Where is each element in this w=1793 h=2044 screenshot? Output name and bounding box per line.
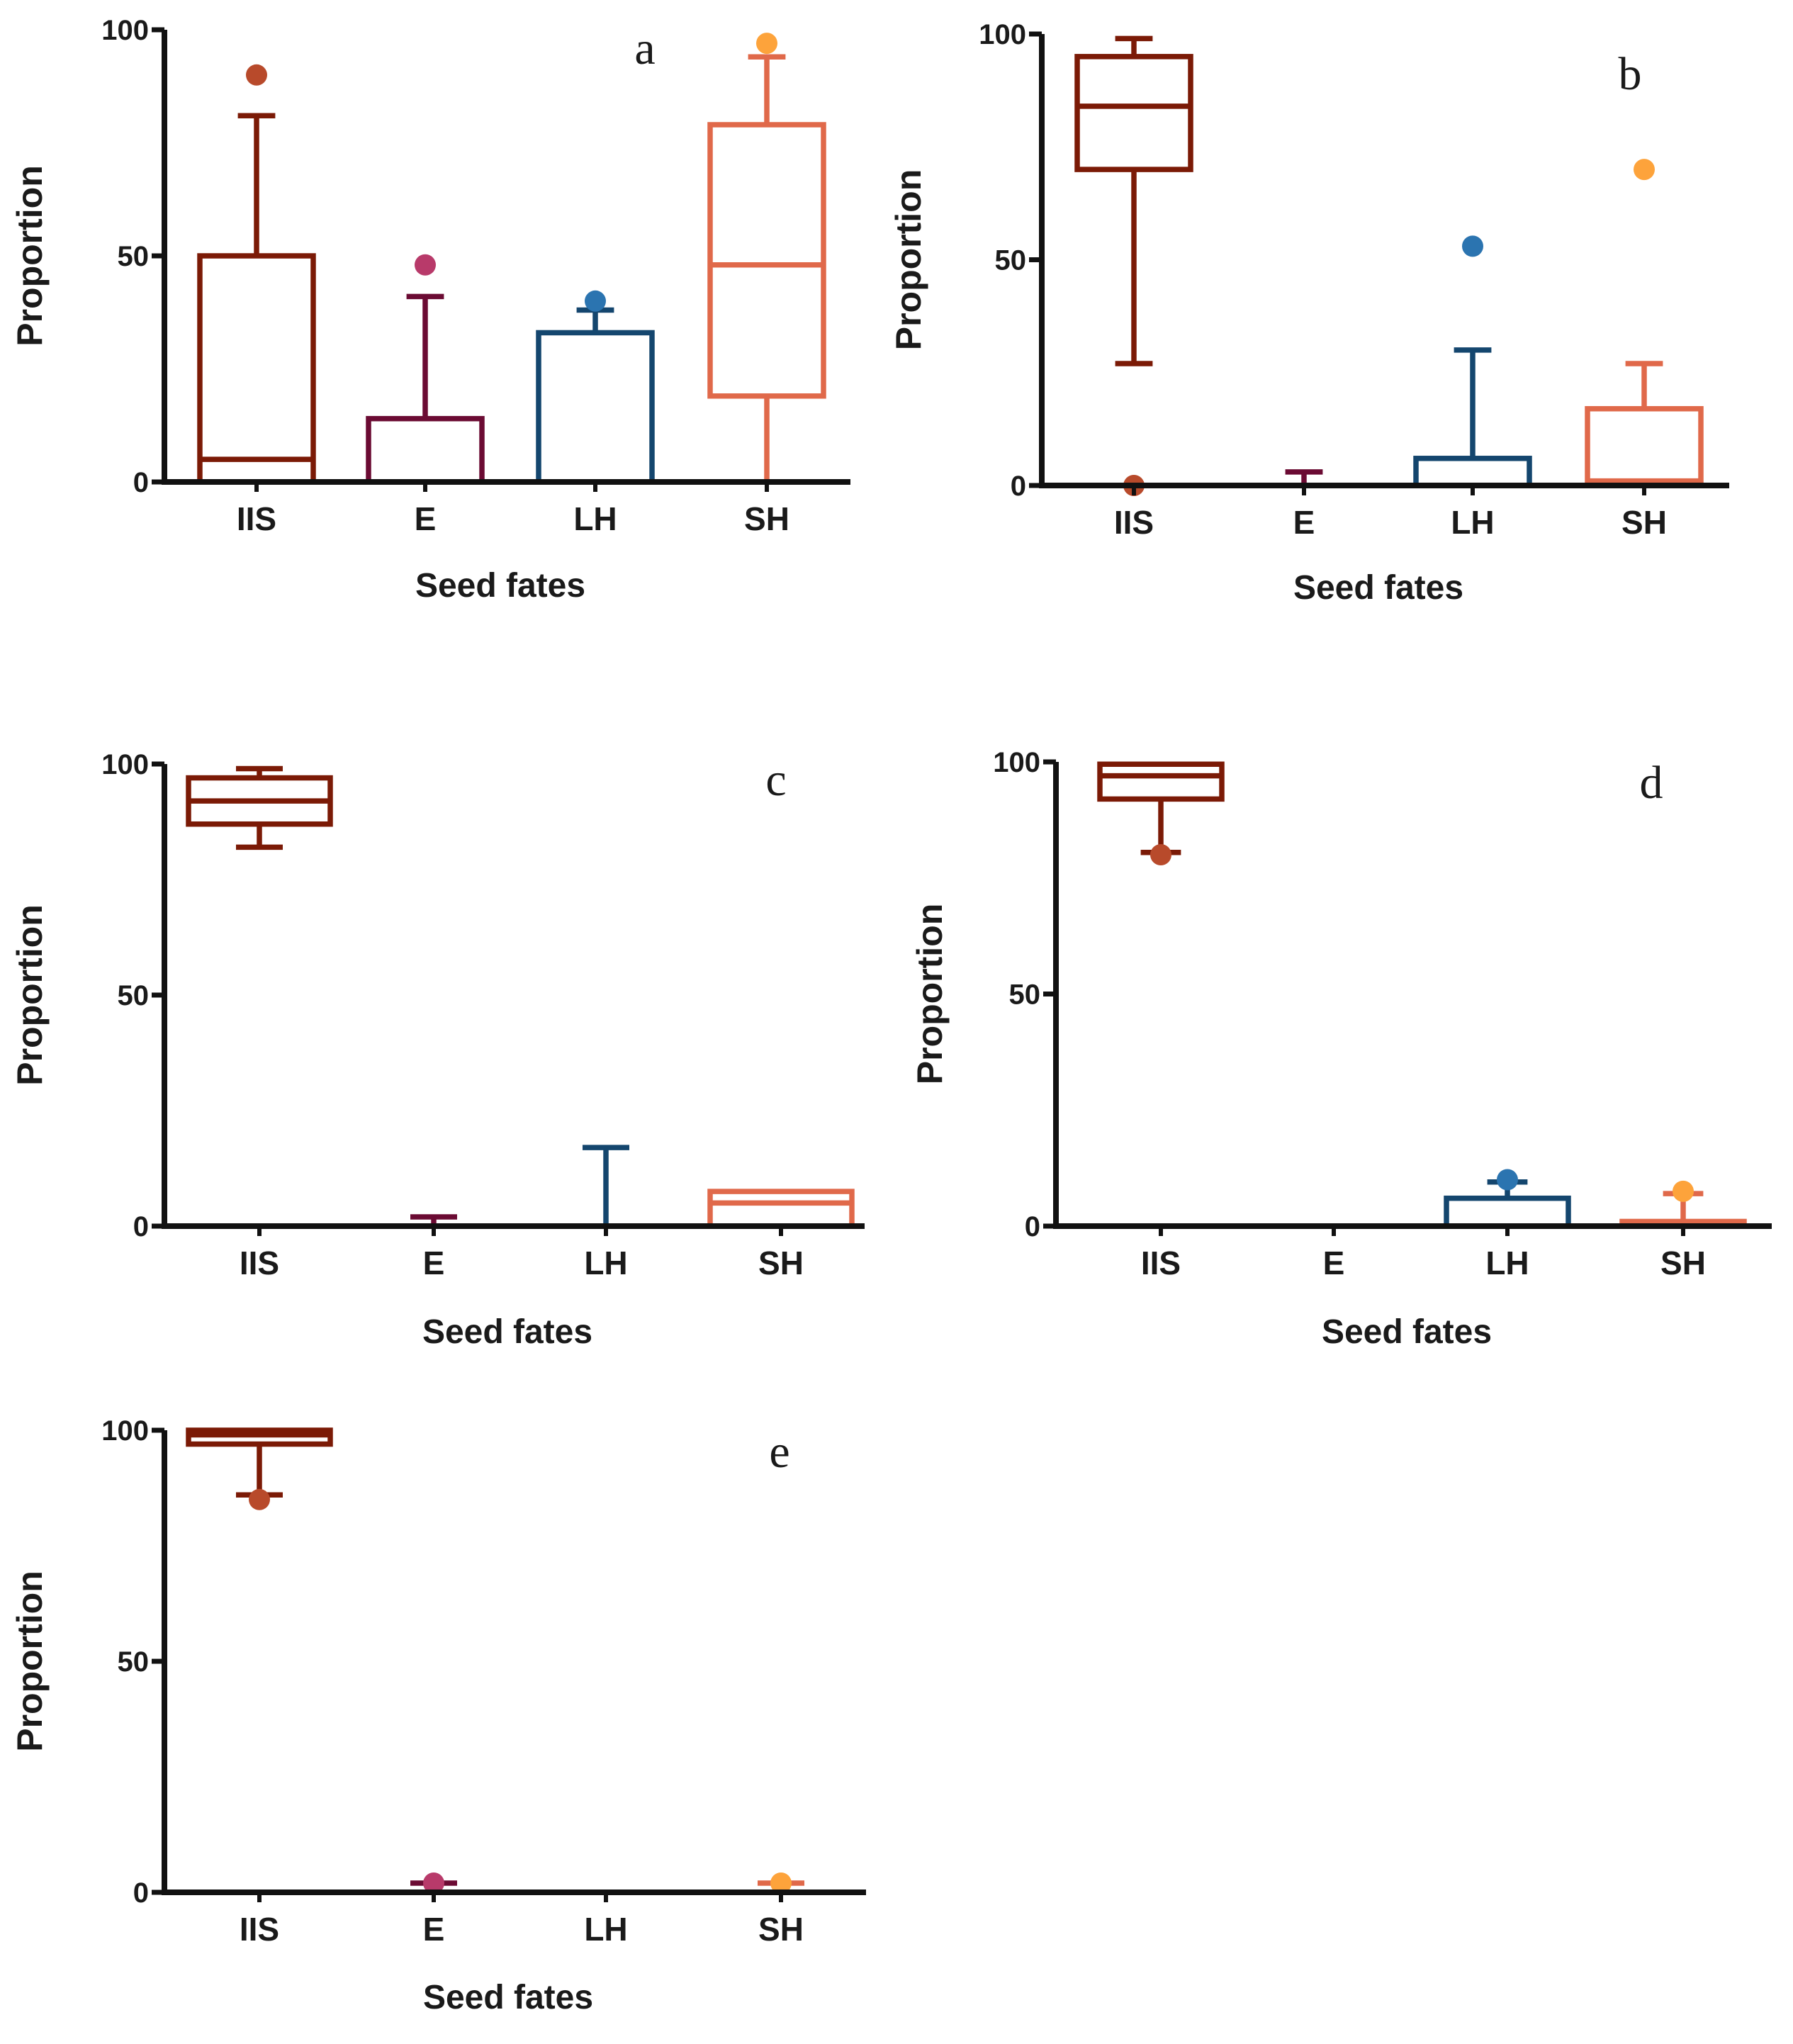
panel-c: 0 50 100 IIS E LH SH Seed fates Proportion c xyxy=(10,749,865,1351)
x-tick-label: E xyxy=(1293,504,1315,541)
box-iis xyxy=(186,765,333,850)
x-tick-label: LH xyxy=(1485,1245,1529,1281)
outlier-point xyxy=(756,33,777,55)
y-axis-title: Proportion xyxy=(889,169,928,351)
box-sh xyxy=(707,1189,855,1229)
x-axis-title: Seed fates xyxy=(422,1313,592,1351)
x-tick-label: E xyxy=(1323,1245,1345,1281)
x-tick-label: IIS xyxy=(237,500,276,537)
box-iqr xyxy=(536,330,655,485)
x-tick-label: LH xyxy=(1451,504,1494,541)
box-lh xyxy=(532,1145,680,1229)
x-axis-title: Seed fates xyxy=(1322,1313,1492,1351)
box-iqr xyxy=(197,253,316,485)
box-iis xyxy=(1097,761,1225,865)
y-tick-label: 100 xyxy=(101,15,149,46)
box-iqr xyxy=(1585,405,1704,488)
y-tick-label: 50 xyxy=(118,241,150,272)
outlier-point xyxy=(770,1872,792,1894)
box-sh xyxy=(1585,159,1704,488)
x-tick-label: IIS xyxy=(240,1911,279,1948)
outlier-point xyxy=(1634,159,1655,181)
box-iqr xyxy=(1074,54,1193,172)
box-e xyxy=(366,254,485,485)
y-tick-label: 100 xyxy=(979,19,1026,50)
y-tick-label: 50 xyxy=(1009,979,1041,1011)
y-tick-label: 0 xyxy=(133,1211,149,1242)
y-tick-label: 0 xyxy=(133,1877,149,1909)
x-tick-label: SH xyxy=(1621,504,1667,541)
outlier-point xyxy=(1150,844,1171,865)
box-sh xyxy=(707,33,826,485)
x-tick-label: IIS xyxy=(240,1245,279,1281)
outlier-point xyxy=(423,1872,444,1894)
x-tick-label: E xyxy=(415,500,437,537)
x-axis-title: Seed fates xyxy=(423,1979,593,2016)
y-tick-label: 100 xyxy=(101,1415,149,1447)
x-tick-label: IIS xyxy=(1141,1245,1181,1281)
outlier-point xyxy=(1497,1169,1518,1191)
box-iqr xyxy=(366,415,485,485)
box-iis xyxy=(197,64,316,485)
x-tick-label: E xyxy=(423,1911,445,1948)
y-tick-label: 0 xyxy=(1025,1211,1040,1242)
x-tick-label: LH xyxy=(573,500,617,537)
x-axis-title: Seed fates xyxy=(1293,569,1463,607)
outlier-point xyxy=(585,290,606,312)
box-iis xyxy=(1074,35,1193,496)
panel-label: e xyxy=(769,1426,789,1478)
box-lh xyxy=(536,290,655,485)
x-tick-label: E xyxy=(423,1245,445,1281)
x-tick-label: SH xyxy=(758,1911,804,1948)
y-axis-title: Proportion xyxy=(10,1571,50,1752)
box-iqr xyxy=(707,1189,855,1229)
box-lh xyxy=(1444,1169,1571,1229)
y-axis-title: Proportion xyxy=(10,904,50,1086)
box-iqr xyxy=(1413,456,1532,488)
x-tick-label: SH xyxy=(744,500,789,537)
y-tick-label: 0 xyxy=(133,467,149,498)
panel-label: a xyxy=(634,23,655,74)
outlier-point xyxy=(1462,235,1483,257)
outlier-point xyxy=(249,1488,270,1510)
panel-e: 0 50 100 IIS E LH SH Seed fates Proportion e xyxy=(10,1415,866,2016)
y-axis-title: Proportion xyxy=(10,165,50,347)
y-tick-label: 100 xyxy=(101,749,149,780)
panel-label: b xyxy=(1619,48,1642,100)
panel-d: 0 50 100 IIS E LH SH Seed fates Proportion d xyxy=(910,747,1772,1351)
x-tick-label: SH xyxy=(1660,1245,1706,1281)
y-tick-label: 50 xyxy=(995,245,1027,276)
x-tick-label: SH xyxy=(758,1245,804,1281)
panel-label: c xyxy=(765,754,786,806)
y-tick-label: 50 xyxy=(118,1646,150,1678)
x-tick-label: LH xyxy=(584,1911,627,1948)
y-tick-label: 100 xyxy=(993,747,1040,778)
box-lh xyxy=(1413,235,1532,488)
outlier-point xyxy=(1673,1180,1694,1202)
box-iqr xyxy=(707,122,826,399)
box-iqr xyxy=(1444,1195,1571,1229)
y-tick-label: 50 xyxy=(118,980,150,1011)
outlier-point xyxy=(415,254,436,276)
x-tick-label: LH xyxy=(584,1245,627,1281)
x-axis-title: Seed fates xyxy=(415,567,585,605)
box-sh xyxy=(1619,1180,1747,1229)
panel-a: 0 50 100 IIS E LH SH Seed fates Proportion a xyxy=(10,15,850,605)
box-iis xyxy=(186,1427,333,1510)
y-tick-label: 0 xyxy=(1011,471,1026,502)
box-iqr xyxy=(1097,761,1225,802)
panel-b: 0 50 100 IIS E LH SH Seed fates Proportion b xyxy=(889,19,1729,607)
outlier-point xyxy=(246,64,267,86)
x-tick-label: IIS xyxy=(1114,504,1154,541)
panel-label: d xyxy=(1640,757,1663,809)
y-axis-title: Proportion xyxy=(910,904,950,1085)
